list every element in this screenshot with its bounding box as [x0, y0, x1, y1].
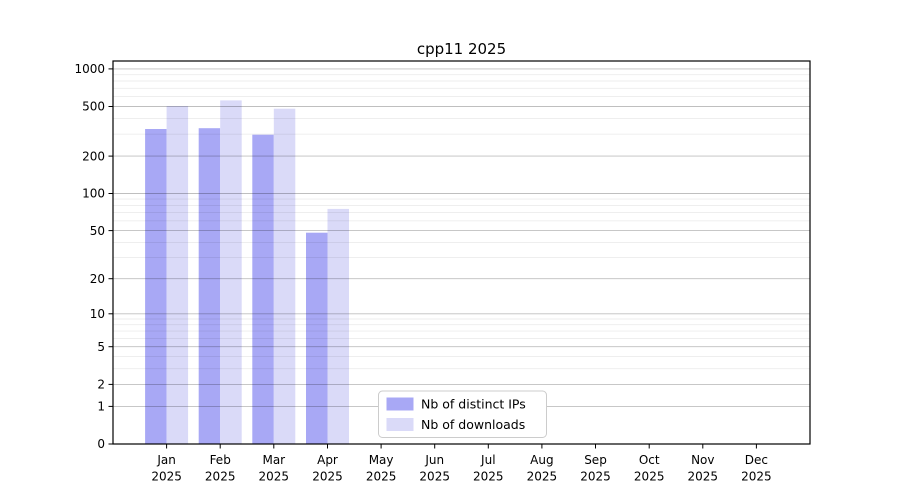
y-tick-label-10: 10 [90, 307, 105, 321]
x-tick-label-apr: Apr 2025 [312, 453, 343, 484]
x-tick-label-sep: Sep 2025 [580, 453, 611, 484]
chart-title: cpp11 2025 [417, 40, 506, 58]
legend-box [378, 390, 547, 438]
plot-border [112, 60, 811, 445]
y-tick-label-20: 20 [90, 272, 105, 286]
bar-nb-of-downloads-mar [273, 108, 296, 444]
x-tick-label-oct: Oct 2025 [634, 453, 665, 484]
legend-swatch-nb-of-distinct-ips [386, 397, 414, 411]
legend-label-nb-of-distinct-ips: Nb of distinct IPs [421, 397, 526, 412]
x-tick-label-may: May 2025 [366, 453, 397, 484]
bar-nb-of-downloads-feb [220, 100, 242, 445]
x-tick-label-jul: Jul 2025 [473, 453, 504, 484]
bar-nb-of-downloads-apr [327, 208, 349, 444]
bar-nb-of-distinct-ips-apr [306, 232, 328, 444]
legend-label-nb-of-downloads: Nb of downloads [421, 417, 525, 432]
x-tick-label-nov: Nov 2025 [688, 453, 719, 484]
bar-nb-of-downloads-jan [166, 106, 189, 444]
x-tick-label-aug: Aug 2025 [527, 453, 558, 484]
y-tick-label-2: 2 [97, 378, 105, 392]
y-tick-label-100: 100 [82, 187, 105, 201]
x-tick-label-jun: Jun 2025 [419, 453, 450, 484]
y-tick-label-500: 500 [82, 100, 105, 114]
y-tick-label-50: 50 [90, 224, 105, 238]
bar-nb-of-distinct-ips-jan [145, 129, 167, 444]
bar-nb-of-distinct-ips-feb [198, 128, 221, 444]
x-tick-label-dec: Dec 2025 [741, 453, 772, 484]
x-tick-label-feb: Feb 2025 [205, 453, 236, 484]
x-tick-label-mar: Mar 2025 [259, 453, 290, 484]
legend-swatch-nb-of-downloads [386, 418, 414, 431]
bar-nb-of-distinct-ips-mar [252, 134, 274, 444]
y-tick-label-200: 200 [82, 149, 105, 163]
y-tick-label-0: 0 [97, 437, 105, 451]
y-tick-label-1000: 1000 [74, 62, 105, 76]
x-tick-label-jan: Jan 2025 [151, 453, 182, 484]
y-tick-label-5: 5 [97, 340, 105, 354]
y-tick-label-1: 1 [97, 400, 105, 414]
